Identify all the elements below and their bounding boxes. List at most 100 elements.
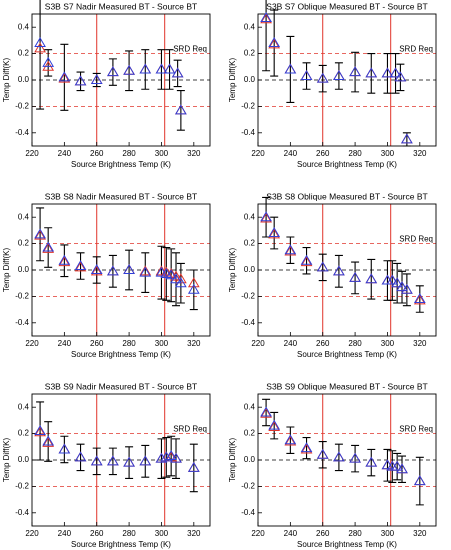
- x-axis-label: Source Brightness Temp (K): [297, 350, 397, 359]
- triangle-marker: [268, 37, 281, 48]
- error-bar: [141, 252, 150, 293]
- panel-title: S3B S9 Nadir Measured BT - Source BT: [45, 381, 197, 391]
- y-tick-label: -0.2: [241, 102, 255, 111]
- triangle-marker: [42, 436, 55, 447]
- triangle-marker: [386, 274, 399, 285]
- error-bar: [157, 438, 166, 480]
- error-bar: [388, 450, 397, 483]
- triangle-marker: [74, 260, 87, 271]
- y-tick-label: 0.0: [18, 75, 30, 84]
- triangle-marker: [400, 133, 413, 144]
- triangle-marker: [58, 72, 71, 83]
- x-axis-label: Source Brightness Temp (K): [71, 540, 171, 549]
- triangle-marker: [413, 475, 426, 486]
- triangle-marker: [389, 67, 402, 78]
- error-bar: [157, 49, 166, 90]
- error-bar: [351, 261, 360, 295]
- x-tick-label: 300: [155, 339, 169, 348]
- x-tick-label: 220: [25, 339, 39, 348]
- triangle-marker: [139, 266, 152, 277]
- y-tick-label: 0.2: [18, 49, 30, 58]
- triangle-marker: [123, 456, 135, 467]
- y-tick-label: 0.2: [18, 429, 30, 438]
- plot-frame: [31, 13, 211, 147]
- triangle-marker: [316, 261, 329, 272]
- triangle-marker: [268, 227, 281, 238]
- error-bar: [92, 256, 101, 284]
- y-tick-label: -0.2: [15, 102, 29, 111]
- panel-title: S3B S8 Oblique Measured BT - Source BT: [266, 191, 427, 201]
- error-bar: [189, 269, 198, 311]
- triangle-marker: [349, 271, 361, 282]
- triangle-marker: [174, 104, 187, 115]
- triangle-marker: [170, 273, 182, 284]
- triangle-marker: [34, 37, 46, 48]
- y-tick-label: -0.4: [241, 318, 255, 327]
- triangle-marker: [349, 66, 361, 77]
- y-tick-label: -0.4: [15, 128, 29, 137]
- error-bar: [173, 59, 182, 88]
- plot-frame: [257, 393, 437, 527]
- x-tick-label: 320: [413, 529, 427, 538]
- x-tick-label: 240: [58, 339, 72, 348]
- triangle-marker: [90, 74, 103, 84]
- error-bar: [367, 448, 376, 477]
- x-tick-label: 280: [348, 149, 362, 158]
- triangle-marker: [107, 455, 119, 466]
- error-bar: [302, 247, 311, 275]
- triangle-marker: [268, 38, 281, 49]
- x-tick-label: 240: [284, 529, 298, 538]
- error-bar: [351, 444, 360, 473]
- x-tick-label: 240: [284, 149, 298, 158]
- x-tick-label: 320: [187, 339, 201, 348]
- triangle-marker: [284, 245, 297, 256]
- triangle-marker: [391, 277, 404, 288]
- error-bar: [286, 35, 295, 103]
- triangle-marker: [400, 283, 413, 294]
- error-bar: [415, 456, 424, 506]
- triangle-marker: [284, 434, 297, 445]
- x-tick-label: 240: [58, 529, 72, 538]
- annotation: SRD Req: [399, 45, 433, 54]
- triangle-marker: [413, 294, 426, 305]
- x-tick-label: 300: [381, 529, 395, 538]
- y-tick-label: -0.4: [241, 128, 255, 137]
- panel-title: S3B S9 Oblique Measured BT - Source BT: [266, 381, 427, 391]
- error-bar: [36, 401, 45, 461]
- y-tick-label: -0.2: [241, 482, 255, 491]
- error-bar: [262, 398, 271, 427]
- error-bar: [167, 435, 176, 477]
- error-bar: [351, 51, 360, 93]
- triangle-marker: [58, 71, 71, 82]
- panel-title: S3B S8 Nadir Measured BT - Source BT: [45, 191, 197, 201]
- y-tick-label: 0.4: [18, 22, 30, 31]
- x-tick-label: 320: [413, 149, 427, 158]
- error-bar: [318, 253, 327, 282]
- y-tick-label: -0.2: [15, 292, 29, 301]
- error-bar: [36, 0, 45, 110]
- triangle-marker: [187, 461, 200, 472]
- triangle-marker: [268, 421, 281, 431]
- triangle-marker: [300, 70, 313, 81]
- triangle-marker: [316, 72, 329, 83]
- error-bar: [141, 444, 150, 478]
- annotation: SRD Req: [173, 425, 207, 434]
- y-tick-label: 0.0: [244, 455, 256, 464]
- x-axis-label: Source Brightness Temp (K): [71, 350, 171, 359]
- error-bar: [44, 49, 53, 77]
- y-tick-label: -0.2: [15, 482, 29, 491]
- error-bar: [270, 411, 279, 440]
- y-tick-label: -0.4: [15, 318, 29, 327]
- x-tick-label: 320: [187, 529, 201, 538]
- x-tick-label: 320: [187, 149, 201, 158]
- error-bar: [318, 64, 327, 93]
- triangle-marker: [34, 426, 46, 437]
- y-axis-label: Temp Diff(K): [228, 248, 237, 293]
- triangle-marker: [300, 254, 313, 265]
- triangle-marker: [171, 67, 184, 78]
- triangle-marker: [34, 228, 46, 239]
- y-tick-label: 0.4: [244, 402, 256, 411]
- x-tick-label: 260: [90, 529, 104, 538]
- triangle-marker: [268, 228, 281, 239]
- error-bar: [44, 227, 53, 268]
